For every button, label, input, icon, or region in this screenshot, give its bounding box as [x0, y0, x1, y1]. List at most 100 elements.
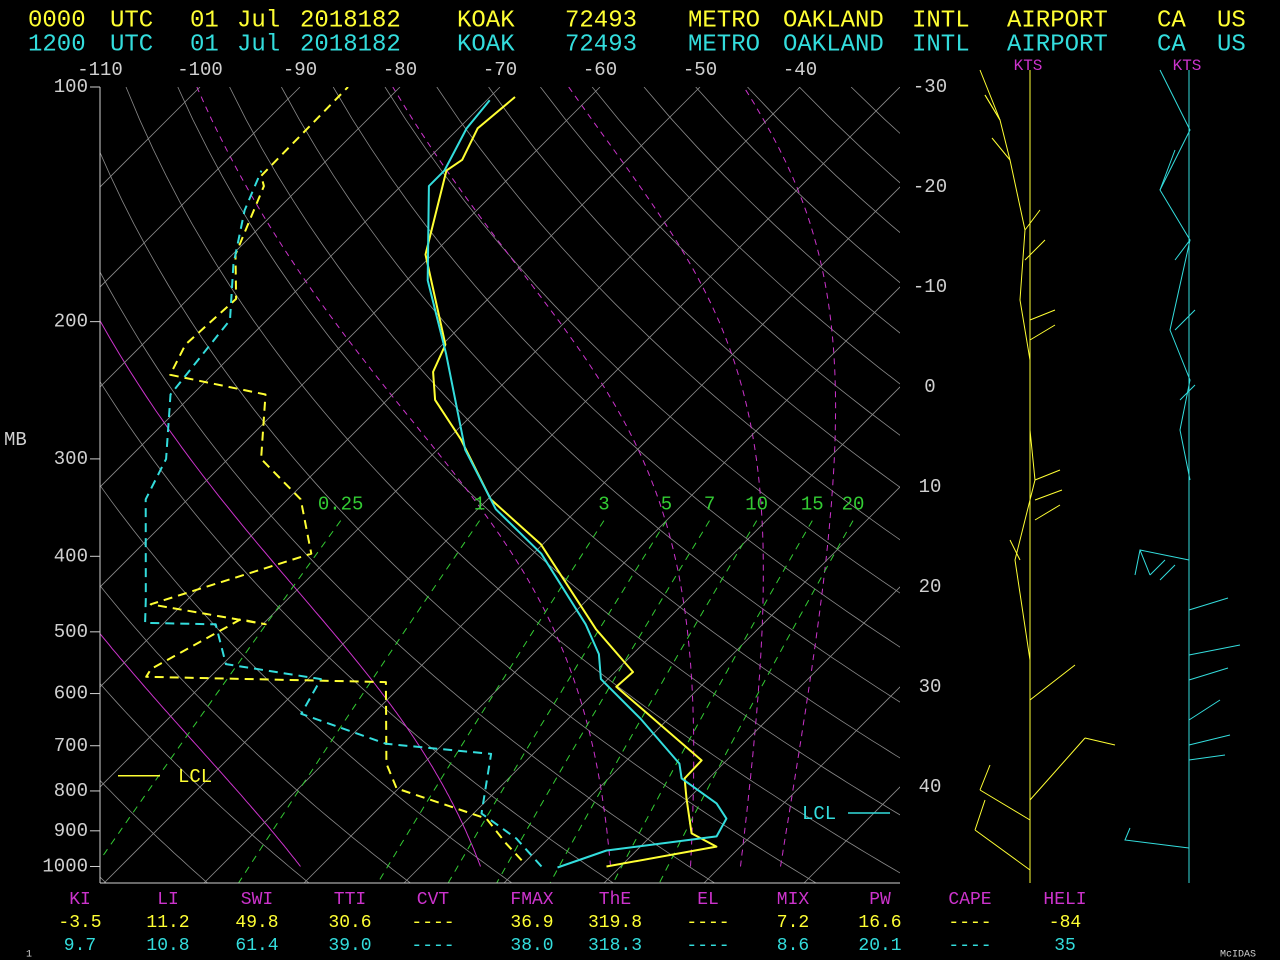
wind-unit-label: KTS	[1173, 57, 1202, 75]
moist-adiabat	[100, 632, 301, 867]
index-header: HELI	[1043, 890, 1086, 910]
temperature-profile	[426, 99, 728, 869]
mixing-ratio-label: 5	[661, 494, 672, 516]
index-value: ----	[411, 913, 454, 933]
isotherm	[603, 586, 900, 883]
header-field: 01	[190, 31, 219, 58]
header-field: METRO	[688, 31, 760, 58]
index-value: 39.0	[328, 936, 371, 956]
mixing-ratio-label: 20	[842, 494, 865, 516]
lcl-label: LCL	[178, 766, 212, 788]
index-value: 8.6	[777, 936, 809, 956]
mixing-ratio-line	[238, 520, 481, 883]
y-tick-label: 100	[54, 76, 88, 98]
y-tick-label: 200	[54, 311, 88, 333]
index-header: FMAX	[510, 890, 553, 910]
dry-adiabat	[100, 151, 817, 883]
index-value: -84	[1049, 913, 1081, 933]
wind-panel-yellow	[974, 69, 1116, 883]
mixing-ratio-line	[377, 520, 605, 883]
isotherm	[100, 87, 801, 788]
isotherm	[100, 87, 701, 688]
header-field: CA	[1157, 7, 1186, 34]
x-tick-label: -60	[583, 59, 617, 81]
header-field: OAKLAND	[783, 31, 884, 58]
index-value: ----	[686, 936, 729, 956]
header-field: AIRPORT	[1007, 31, 1108, 58]
index-header: EL	[697, 890, 719, 910]
index-value: 35	[1054, 936, 1076, 956]
index-header: PW	[869, 890, 891, 910]
header-field: 2018182	[300, 7, 401, 34]
index-header: CVT	[417, 890, 450, 910]
header-field: METRO	[688, 7, 760, 34]
y-tick-label: 600	[54, 683, 88, 705]
x-tick-label: -40	[783, 59, 817, 81]
index-value: 36.9	[510, 913, 553, 933]
temperature-profile	[424, 96, 718, 868]
index-value: 11.2	[146, 913, 189, 933]
mixing-ratio-label: 1	[474, 494, 485, 516]
x-tick-label: -100	[177, 59, 223, 81]
index-value: 49.8	[235, 913, 278, 933]
isotherm-label: 40	[919, 776, 942, 798]
mixing-ratio-line	[612, 520, 813, 883]
header-field: KOAK	[457, 31, 515, 58]
isotherm	[100, 87, 401, 388]
index-header: KI	[69, 890, 91, 910]
header-field: 2018182	[300, 31, 401, 58]
index-value: 61.4	[235, 936, 278, 956]
footer-left: 1	[26, 950, 32, 960]
isotherm	[103, 87, 900, 883]
dewpoint-profile	[144, 170, 543, 868]
isotherm	[100, 87, 601, 588]
header-field: AIRPORT	[1007, 7, 1108, 34]
isotherm-label: 0	[924, 376, 935, 398]
mixing-ratio-line	[496, 520, 710, 883]
dry-adiabat	[100, 682, 310, 883]
index-value: -3.5	[58, 913, 101, 933]
header-field: KOAK	[457, 7, 515, 34]
index-value: 7.2	[777, 913, 809, 933]
isotherm-label: -30	[913, 76, 947, 98]
isotherm-label: -20	[913, 176, 947, 198]
header-field: US	[1217, 7, 1246, 34]
index-value: ----	[948, 936, 991, 956]
y-tick-label: 300	[54, 448, 88, 470]
header-field: INTL	[912, 7, 970, 34]
dry-adiabat	[436, 87, 900, 541]
header-field: UTC	[110, 7, 153, 34]
index-value: 20.1	[858, 936, 901, 956]
header-field: Jul	[237, 7, 280, 34]
index-header: MIX	[777, 890, 810, 910]
mixing-ratio-label: 15	[801, 494, 824, 516]
moist-adiabat	[392, 87, 695, 867]
header-field: 01	[190, 7, 219, 34]
header-field: 1200	[28, 31, 86, 58]
dry-adiabat	[384, 87, 900, 594]
header-field: OAKLAND	[783, 7, 884, 34]
lcl-label: LCL	[802, 803, 836, 825]
header-field: INTL	[912, 31, 970, 58]
isotherm	[403, 386, 900, 883]
index-value: 30.6	[328, 913, 371, 933]
index-value: 38.0	[510, 936, 553, 956]
x-tick-label: -90	[283, 59, 317, 81]
header-field: 72493	[565, 7, 637, 34]
header-field: Jul	[237, 31, 280, 58]
mixing-ratio-line	[100, 520, 342, 861]
index-value: 9.7	[64, 936, 96, 956]
dry-adiabat	[488, 87, 900, 488]
x-tick-label: -110	[77, 59, 123, 81]
y-tick-label: 500	[54, 621, 88, 643]
isotherm	[100, 87, 301, 288]
dry-adiabat	[540, 87, 900, 436]
dry-adiabat	[100, 271, 715, 883]
plot-area	[100, 87, 900, 883]
dry-adiabat	[281, 87, 900, 703]
y-tick-label: 900	[54, 820, 88, 842]
moist-adiabat	[743, 87, 837, 867]
dry-adiabat	[100, 584, 411, 883]
mixing-ratio-line	[447, 520, 667, 883]
